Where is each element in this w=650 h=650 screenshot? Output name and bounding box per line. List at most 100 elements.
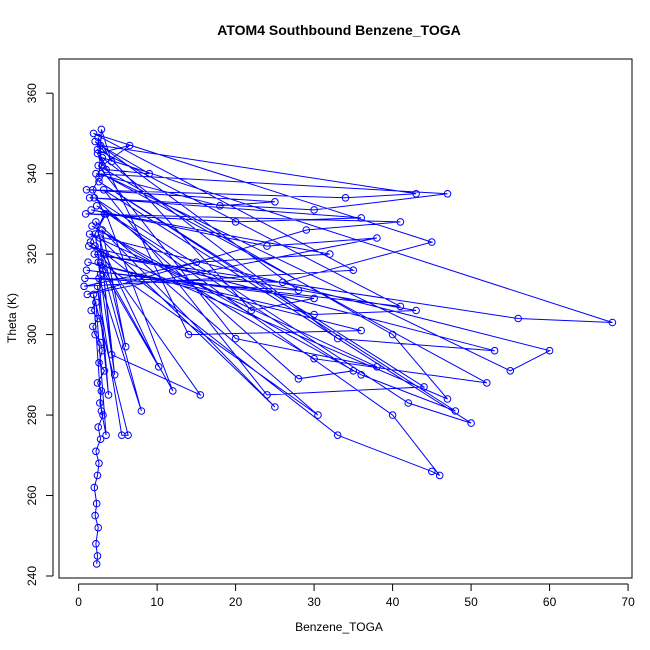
data-point [278, 278, 287, 287]
data-point [125, 141, 134, 150]
data-point [95, 359, 103, 367]
x-tick-label: 60 [543, 595, 557, 609]
data-point [104, 391, 113, 399]
data-point [373, 234, 381, 242]
data-point [82, 266, 91, 275]
data-point [196, 391, 205, 399]
data-point [98, 153, 106, 162]
plot-area-frame [58, 58, 633, 579]
data-point [90, 194, 99, 202]
data-point [443, 190, 452, 198]
data-point [92, 540, 100, 548]
data-point [92, 202, 101, 210]
data-point [451, 407, 460, 415]
data-point [81, 210, 90, 218]
data-point [99, 266, 107, 275]
data-point [302, 226, 311, 234]
data-point [263, 242, 271, 250]
data-point [231, 334, 240, 343]
data-point [107, 157, 116, 166]
data-point [118, 431, 126, 440]
data-point [98, 226, 106, 234]
data-point [100, 210, 109, 218]
data-point [435, 471, 444, 480]
y-tick-label: 360 [25, 83, 39, 103]
y-axis-label: Theta (K) [5, 293, 19, 343]
data-point [89, 186, 97, 194]
data-point [412, 306, 420, 315]
x-tick-label: 50 [464, 595, 478, 609]
data-point [102, 431, 110, 440]
data-point [94, 258, 102, 267]
data-point [97, 169, 106, 178]
chart-title: ATOM4 Southbound Benzene_TOGA [217, 22, 460, 38]
data-point [310, 354, 318, 363]
data-point [216, 202, 224, 210]
data-point [89, 129, 98, 138]
data-point [154, 363, 163, 371]
data-point [92, 447, 100, 456]
data-point [349, 367, 358, 375]
data-point [96, 234, 104, 242]
data-point [357, 214, 366, 222]
y-tick-label: 340 [25, 163, 39, 183]
y-tick-label: 240 [25, 566, 39, 586]
data-point [263, 391, 271, 399]
data-point [93, 471, 102, 480]
data-point [85, 230, 94, 238]
data-point [271, 198, 279, 206]
data-point [83, 290, 92, 299]
data-point [91, 230, 99, 238]
data-point [349, 266, 358, 275]
data-point [396, 218, 405, 226]
data-point [86, 238, 95, 246]
data-point [514, 314, 523, 323]
data-point [93, 379, 102, 387]
data-point [341, 194, 350, 202]
data-point [96, 258, 105, 267]
data-point [428, 238, 436, 246]
data-point [92, 218, 100, 226]
data-point [310, 294, 318, 303]
data-point [137, 407, 146, 415]
y-tick-label: 320 [25, 244, 39, 264]
data-point [294, 286, 303, 295]
data-point [310, 310, 318, 319]
data-point [95, 459, 103, 468]
data-point [333, 334, 342, 343]
y-axis: 240 260 280 300 320 340 360 [25, 83, 54, 586]
data-point [333, 431, 342, 440]
data-point [121, 342, 130, 351]
data-point [87, 306, 95, 315]
data-point [80, 282, 88, 291]
data-point [97, 387, 106, 395]
y-tick-label: 280 [25, 405, 39, 425]
data-point [92, 298, 100, 307]
data-point [90, 250, 99, 258]
data-point [404, 399, 413, 407]
data-point [93, 552, 102, 560]
data-point [97, 125, 106, 134]
y-tick-label: 300 [25, 324, 39, 344]
x-tick-label: 30 [307, 595, 321, 609]
data-point [97, 407, 106, 415]
data-point [310, 206, 318, 214]
x-axis: 0 10 20 30 40 50 60 70 [75, 583, 635, 609]
data-point [93, 149, 102, 158]
data-point [545, 346, 554, 355]
data-point [412, 190, 420, 198]
data-point [85, 194, 94, 202]
data-point [98, 346, 106, 355]
data-point [357, 371, 366, 379]
data-point [94, 133, 102, 142]
data-point [96, 399, 104, 407]
y-tick-label: 260 [25, 485, 39, 505]
data-point [98, 161, 106, 170]
data-point [388, 330, 397, 339]
data-point [326, 250, 334, 258]
data-point [231, 218, 240, 226]
data-point [96, 338, 105, 347]
data-point [314, 411, 322, 419]
x-tick-label: 10 [150, 595, 164, 609]
